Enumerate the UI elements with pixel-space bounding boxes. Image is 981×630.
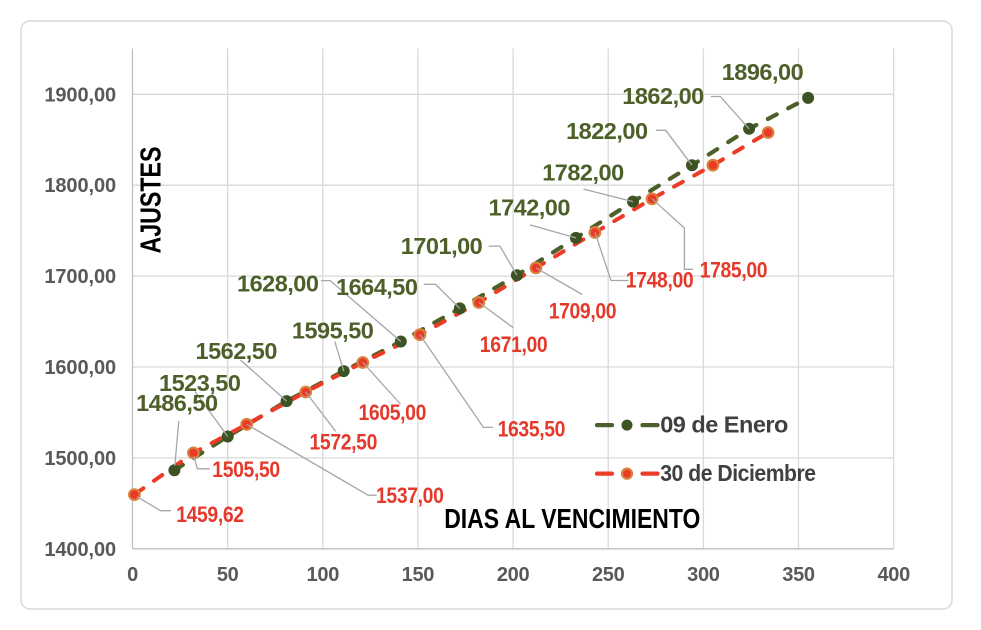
svg-text:1822,00: 1822,00 <box>566 118 648 144</box>
svg-text:1709,00: 1709,00 <box>549 299 616 324</box>
svg-text:350: 350 <box>782 564 815 586</box>
svg-text:AJUSTES: AJUSTES <box>134 147 167 254</box>
svg-text:1664,50: 1664,50 <box>336 274 418 300</box>
svg-text:09 de Enero: 09 de Enero <box>660 411 788 437</box>
svg-text:1500,00: 1500,00 <box>44 448 116 470</box>
svg-text:300: 300 <box>687 564 720 586</box>
svg-text:1459,62: 1459,62 <box>176 503 243 528</box>
svg-text:1701,00: 1701,00 <box>401 233 483 259</box>
svg-text:1742,00: 1742,00 <box>489 195 571 221</box>
svg-text:1628,00: 1628,00 <box>237 271 319 297</box>
svg-text:1800,00: 1800,00 <box>44 175 116 197</box>
svg-text:1862,00: 1862,00 <box>622 83 704 109</box>
svg-text:50: 50 <box>217 564 239 586</box>
svg-text:0: 0 <box>127 564 138 586</box>
svg-text:100: 100 <box>307 564 340 586</box>
svg-text:30 de Diciembre: 30 de Diciembre <box>660 460 815 486</box>
svg-text:1595,50: 1595,50 <box>292 318 374 344</box>
svg-text:1400,00: 1400,00 <box>44 539 116 561</box>
svg-text:1896,00: 1896,00 <box>722 59 804 85</box>
svg-text:200: 200 <box>497 564 530 586</box>
svg-text:DIAS AL VENCIMIENTO: DIAS AL VENCIMIENTO <box>444 504 700 535</box>
svg-text:1505,50: 1505,50 <box>212 458 279 483</box>
svg-text:1486,50: 1486,50 <box>136 390 218 416</box>
svg-text:1782,00: 1782,00 <box>542 159 624 185</box>
svg-text:1572,50: 1572,50 <box>310 430 377 455</box>
svg-text:1600,00: 1600,00 <box>44 357 116 379</box>
svg-text:1562,50: 1562,50 <box>196 338 278 364</box>
svg-text:400: 400 <box>877 564 910 586</box>
svg-text:1785,00: 1785,00 <box>700 258 767 283</box>
svg-text:1635,50: 1635,50 <box>498 417 565 442</box>
svg-text:1671,00: 1671,00 <box>480 333 547 358</box>
svg-text:1748,00: 1748,00 <box>626 268 693 293</box>
svg-text:1900,00: 1900,00 <box>44 84 116 106</box>
svg-text:1700,00: 1700,00 <box>44 266 116 288</box>
svg-text:150: 150 <box>402 564 435 586</box>
svg-text:1523,50: 1523,50 <box>159 370 241 396</box>
svg-text:1537,00: 1537,00 <box>376 484 443 509</box>
svg-text:1605,00: 1605,00 <box>359 401 426 426</box>
svg-text:250: 250 <box>592 564 625 586</box>
